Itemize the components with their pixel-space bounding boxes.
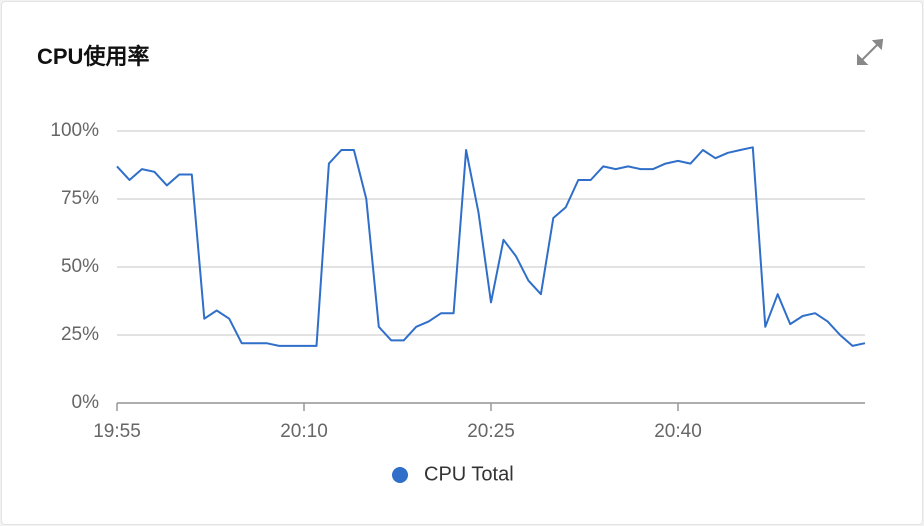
y-tick-label: 75% <box>61 188 99 209</box>
legend-label: CPU Total <box>424 463 514 485</box>
expand-button[interactable] <box>857 38 884 65</box>
y-tick-label: 100% <box>50 120 99 141</box>
expand-line <box>859 41 881 63</box>
x-tick-label: 20:40 <box>654 421 702 442</box>
x-tick-label: 20:25 <box>467 421 515 442</box>
legend-marker <box>392 467 408 483</box>
y-tick-label: 0% <box>72 392 100 413</box>
chart-title: CPU使用率 <box>37 44 149 69</box>
expand-arrow <box>857 53 869 65</box>
y-tick-label: 50% <box>61 256 99 277</box>
line-series <box>116 146 866 347</box>
expand-arrow <box>871 38 884 51</box>
y-tick-label: 25% <box>61 324 99 345</box>
x-tick-label: 19:55 <box>93 421 141 442</box>
x-tick-label: 20:10 <box>280 421 328 442</box>
